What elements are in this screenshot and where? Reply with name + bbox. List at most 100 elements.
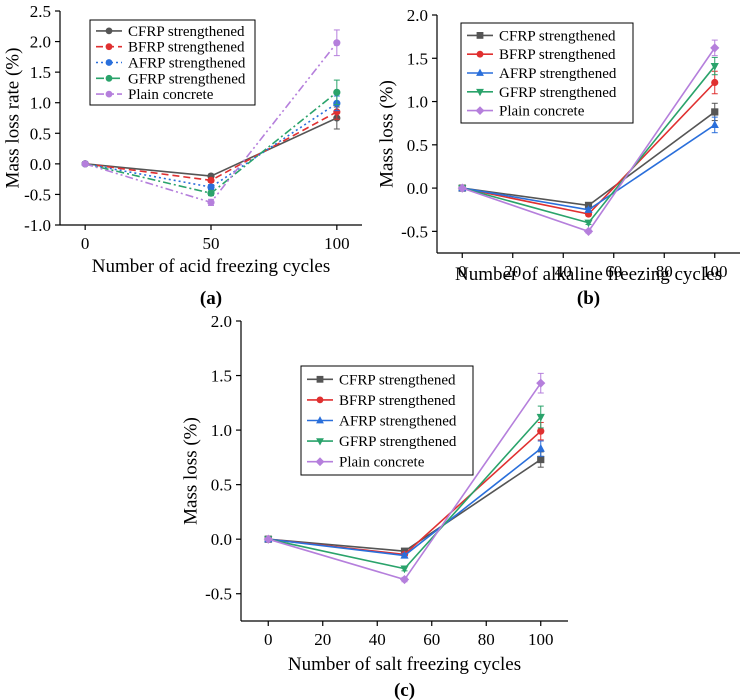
- y-axis-title: Mass loss rate (%): [2, 48, 23, 189]
- data-point: [207, 189, 215, 197]
- legend-label: GFRP strengthened: [339, 434, 457, 450]
- x-tick-label: 80: [656, 262, 673, 281]
- legend-marker: [105, 90, 113, 98]
- data-point: [263, 534, 273, 544]
- legend-marker: [476, 32, 484, 39]
- series-4: [457, 39, 720, 236]
- data-point: [710, 120, 719, 129]
- chart-panel-2: 0 20 40 60 80 100 -0.5 0.0 0.5 1.0 1.5 2.0 Number of…: [180, 312, 568, 700]
- data-point: [710, 43, 720, 53]
- data-point: [584, 219, 593, 228]
- data-point: [333, 108, 341, 116]
- data-point: [536, 413, 545, 422]
- y-axis-title: Mass loss (%): [180, 417, 201, 525]
- series-line: [85, 117, 338, 177]
- data-point: [333, 39, 341, 47]
- data-point: [207, 198, 215, 206]
- legend-label: BFRP strengthened: [339, 393, 456, 409]
- x-tick-label: 0: [264, 630, 273, 649]
- x-tick-label: 20: [504, 262, 521, 281]
- y-tick-label: 0.0: [211, 530, 232, 549]
- y-tick-label: 1.0: [30, 94, 51, 113]
- panel-label: (a): [200, 288, 222, 309]
- data-point: [333, 88, 341, 96]
- x-tick-label: 60: [423, 630, 440, 649]
- x-tick-label: 80: [478, 630, 495, 649]
- legend-label: CFRP strengthened: [499, 28, 616, 44]
- y-tick-label: -0.5: [401, 222, 428, 241]
- legend-marker: [316, 438, 324, 446]
- y-tick-label: 2.0: [211, 312, 232, 331]
- legend-marker: [316, 396, 324, 404]
- legend-label: AFRP strengthened: [128, 56, 246, 72]
- x-tick-label: 100: [702, 262, 728, 281]
- series-line: [462, 111, 716, 207]
- y-tick-label: 1.0: [407, 93, 428, 112]
- legend-label: GFRP strengthened: [499, 85, 617, 101]
- y-tick-label: -1.0: [24, 216, 51, 235]
- data-point: [207, 176, 215, 184]
- data-point: [537, 427, 545, 435]
- x-tick-label: 40: [369, 630, 386, 649]
- series-3: [264, 405, 545, 574]
- legend-marker: [316, 375, 324, 383]
- legend-label: CFRP strengthened: [128, 24, 245, 40]
- x-tick-label: 40: [555, 262, 572, 281]
- y-tick-label: -0.5: [205, 585, 232, 604]
- legend-label: Plain concrete: [339, 455, 425, 471]
- y-tick-label: 2.0: [407, 6, 428, 25]
- legend-marker: [476, 88, 484, 97]
- data-point: [81, 160, 89, 168]
- data-point: [710, 62, 719, 71]
- legend-marker: [105, 43, 113, 51]
- data-point: [400, 550, 409, 559]
- x-tick-label: 50: [203, 234, 220, 253]
- data-point: [583, 226, 594, 236]
- x-tick-label: 0: [81, 234, 90, 253]
- legend-marker: [476, 68, 484, 76]
- chart-panel-1: 0 20 40 60 80 100 -0.5 0.0 0.5 1.0 1.5 2.0 Number of…: [376, 6, 740, 309]
- panel-label: (c): [394, 680, 415, 700]
- legend-label: Plain concrete: [128, 87, 214, 103]
- legend-marker: [476, 50, 484, 58]
- series-4: [263, 372, 546, 585]
- data-point: [536, 444, 545, 452]
- legend-label: BFRP strengthened: [128, 40, 245, 56]
- legend-label: Plain concrete: [499, 104, 585, 120]
- y-tick-label: 1.0: [211, 421, 232, 440]
- series-line: [462, 124, 716, 211]
- legend-label: AFRP strengthened: [499, 66, 617, 82]
- y-tick-label: -0.5: [24, 185, 51, 204]
- x-axis-title: Number of alkaline freezing cycles: [455, 264, 722, 285]
- x-tick-label: 100: [324, 234, 350, 253]
- legend-marker: [105, 74, 113, 82]
- series-4: [81, 29, 341, 206]
- series-2: [264, 440, 545, 559]
- x-tick-label: 100: [528, 630, 554, 649]
- y-tick-label: 0.0: [407, 179, 428, 198]
- x-axis-title: Number of salt freezing cycles: [288, 654, 521, 675]
- legend-label: GFRP strengthened: [128, 71, 246, 87]
- panel-label: (b): [577, 288, 600, 309]
- chart-panel-0: 0 50 100 -1.0 -0.5 0.0 0.5 1.0 1.5 2.0 2.5 Number o…: [2, 2, 362, 309]
- data-point: [457, 183, 467, 193]
- y-tick-label: 0.5: [211, 476, 232, 495]
- legend-marker: [315, 457, 325, 467]
- data-point: [711, 78, 719, 87]
- data-point: [711, 108, 719, 116]
- data-point: [399, 574, 410, 585]
- x-tick-label: 20: [314, 630, 331, 649]
- x-axis-title: Number of acid freezing cycles: [92, 256, 330, 277]
- x-tick-label: 60: [605, 262, 622, 281]
- y-tick-label: 2.0: [30, 33, 51, 52]
- legend-marker: [105, 59, 113, 66]
- data-point: [537, 455, 545, 464]
- y-tick-label: 0.0: [30, 155, 51, 174]
- legend-marker: [475, 106, 485, 115]
- x-tick-label: 0: [458, 262, 467, 281]
- y-tick-label: 1.5: [30, 63, 51, 82]
- data-point: [584, 205, 593, 213]
